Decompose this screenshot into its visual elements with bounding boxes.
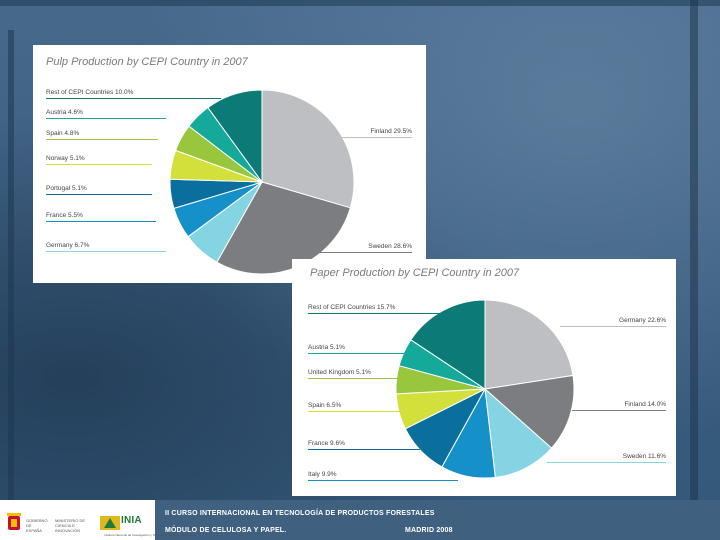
slice-label-rest: Rest of CEPI Countries 10.0% bbox=[46, 89, 134, 96]
leader-line bbox=[308, 378, 400, 379]
inia-logo bbox=[100, 514, 122, 537]
leader-line bbox=[308, 313, 478, 314]
leader-line bbox=[46, 194, 152, 195]
leader-line bbox=[308, 353, 408, 354]
pie-slice-rest-of-cepi-countries bbox=[207, 89, 263, 184]
pie-slice-rest-of-cepi-countries bbox=[410, 299, 486, 390]
slice-label-spain: Spain 4.8% bbox=[46, 130, 80, 137]
footer-band bbox=[155, 500, 720, 540]
background-column bbox=[8, 30, 14, 500]
leader-line bbox=[46, 139, 158, 140]
leader-line bbox=[46, 251, 166, 252]
leader-line bbox=[46, 164, 152, 165]
slice-label-spain: Spain 6.5% bbox=[308, 402, 342, 409]
leader-line bbox=[560, 326, 666, 327]
gobierno-logo bbox=[5, 512, 23, 539]
course-title: II CURSO INTERNACIONAL EN TECNOLOGÍA DE … bbox=[165, 510, 435, 517]
slice-label-rest: Rest of CEPI Countries 15.7% bbox=[308, 304, 396, 311]
pie-slice-finland bbox=[483, 374, 575, 449]
pie-slice-finland bbox=[261, 89, 355, 209]
leader-line bbox=[308, 411, 400, 412]
pulp-pie-chart bbox=[169, 89, 355, 275]
slice-label-austria: Austria 5.1% bbox=[308, 344, 345, 351]
inia-text: INIA bbox=[121, 515, 142, 526]
slice-label-sweden: Sweden 11.6% bbox=[622, 453, 666, 460]
leader-line bbox=[46, 118, 166, 119]
gov-text: GOBIERNO DE ESPAÑA bbox=[26, 518, 48, 533]
pie-slice-germany bbox=[484, 299, 574, 390]
location-date: MADRID 2008 bbox=[405, 527, 453, 534]
leader-line bbox=[308, 480, 458, 481]
slice-label-finland: Finland 29.5% bbox=[370, 128, 412, 135]
background-beam bbox=[0, 0, 720, 6]
slice-label-sweden: Sweden 28.6% bbox=[368, 243, 412, 250]
pie-slice-sweden bbox=[484, 387, 553, 478]
coat-of-arms-icon bbox=[7, 513, 21, 530]
inia-emblem-icon bbox=[100, 516, 120, 530]
ministry-text: MINISTERIO DE CIENCIA E INNOVACIÓN bbox=[55, 518, 86, 533]
leader-line bbox=[572, 410, 666, 411]
leader-line bbox=[46, 98, 221, 99]
chart-title: Pulp Production by CEPI Country in 2007 bbox=[46, 56, 248, 68]
slice-label-germany: Germany 6.7% bbox=[46, 242, 90, 249]
slice-label-france: France 9.6% bbox=[308, 440, 345, 447]
leader-line bbox=[288, 252, 412, 253]
slice-label-finland: Finland 14.0% bbox=[624, 401, 666, 408]
slice-label-austria: Austria 4.6% bbox=[46, 109, 83, 116]
leader-line bbox=[313, 137, 412, 138]
slice-label-uk: United Kingdom 5.1% bbox=[308, 369, 371, 376]
inia-subtext: Instituto Nacional de Investigación y Te… bbox=[104, 533, 196, 537]
background-column bbox=[690, 0, 698, 500]
paper-chart-panel: Paper Production by CEPI Country in 2007… bbox=[292, 259, 676, 496]
chart-title: Paper Production by CEPI Country in 2007 bbox=[310, 267, 520, 279]
pulp-chart-panel: Pulp Production by CEPI Country in 2007 … bbox=[33, 45, 426, 283]
leader-line bbox=[547, 462, 666, 463]
leader-line bbox=[308, 449, 420, 450]
slice-label-italy: Italy 9.9% bbox=[308, 471, 337, 478]
slice-label-portugal: Portugal 5.1% bbox=[46, 185, 87, 192]
leader-line bbox=[46, 221, 156, 222]
slice-label-germany: Germany 22.6% bbox=[619, 317, 666, 324]
slice-label-norway: Norway 5.1% bbox=[46, 155, 85, 162]
slice-label-france: France 5.5% bbox=[46, 212, 83, 219]
paper-pie-chart bbox=[395, 299, 575, 479]
module-title: MÓDULO DE CELULOSA Y PAPEL. bbox=[165, 527, 287, 534]
